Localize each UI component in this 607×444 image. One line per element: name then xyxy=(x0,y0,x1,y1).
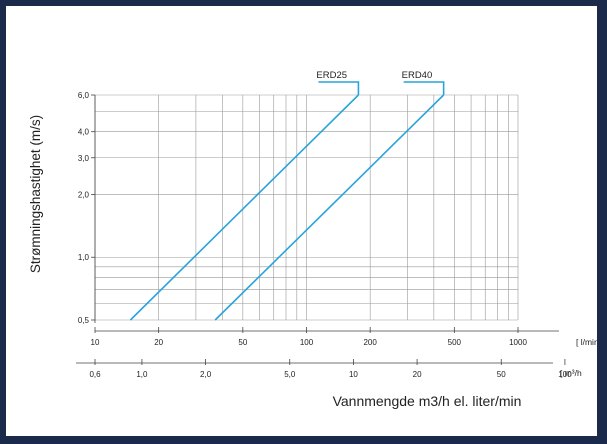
x-m3h-tick-label: 2,0 xyxy=(200,370,212,379)
flow-velocity-chart: ERD25 ERD40 0,5 1,0 2,0 3,0 4,0 6,0 10 20 50 100 20… xyxy=(28,70,597,409)
y-axis-label: Strømningshastighet (m/s) xyxy=(28,115,43,273)
x-lmin-tick-label: 50 xyxy=(238,338,247,347)
x-m3h-tick-label: 1,0 xyxy=(136,370,148,379)
y-tick-label: 2,0 xyxy=(78,190,90,199)
series-hook-erd25 xyxy=(318,81,360,95)
tick-labels: 0,5 1,0 2,0 3,0 4,0 6,0 10 20 50 100 200 500 1000 0,6… xyxy=(78,91,572,379)
grid xyxy=(94,94,519,321)
x-lmin-tick-label: 500 xyxy=(448,338,462,347)
series-lines: ERD25 ERD40 xyxy=(129,70,445,321)
y-tick-label: 4,0 xyxy=(78,128,90,137)
x-m3h-tick-label: 100 xyxy=(558,370,572,379)
series-line-erd25 xyxy=(129,94,359,321)
series-line-erd40 xyxy=(214,94,445,321)
y-tick-label: 6,0 xyxy=(78,91,90,100)
x-lmin-tick-label: 1000 xyxy=(509,338,527,347)
y-tick-label: 0,5 xyxy=(78,316,90,325)
y-tick-label: 3,0 xyxy=(78,154,90,163)
x-m3h-tick-label: 0,6 xyxy=(89,370,101,379)
chart-frame: ERD25 ERD40 0,5 1,0 2,0 3,0 4,0 6,0 10 20 50 100 20… xyxy=(4,4,599,438)
x-m3h-tick-label: 50 xyxy=(497,370,506,379)
x-lmin-tick-label: 10 xyxy=(91,338,100,347)
x-lmin-tick-label: 20 xyxy=(154,338,163,347)
x-m3h-tick-label: 5,0 xyxy=(284,370,296,379)
series-hook-erd40 xyxy=(403,81,445,95)
axes xyxy=(76,94,566,365)
x-m3h-tick-label: 20 xyxy=(413,370,422,379)
x-unit-m3h: [ m³/h xyxy=(560,368,582,378)
x-axis-label: Vannmengde m3/h el. liter/min xyxy=(333,393,522,409)
series-label-erd25: ERD25 xyxy=(316,70,347,81)
x-m3h-tick-label: 10 xyxy=(349,370,358,379)
series-label-erd40: ERD40 xyxy=(402,70,433,81)
x-lmin-tick-label: 200 xyxy=(363,338,377,347)
y-tick-label: 1,0 xyxy=(78,253,90,262)
x-unit-lmin: [ l/min xyxy=(576,337,597,347)
x-lmin-tick-label: 100 xyxy=(300,338,314,347)
